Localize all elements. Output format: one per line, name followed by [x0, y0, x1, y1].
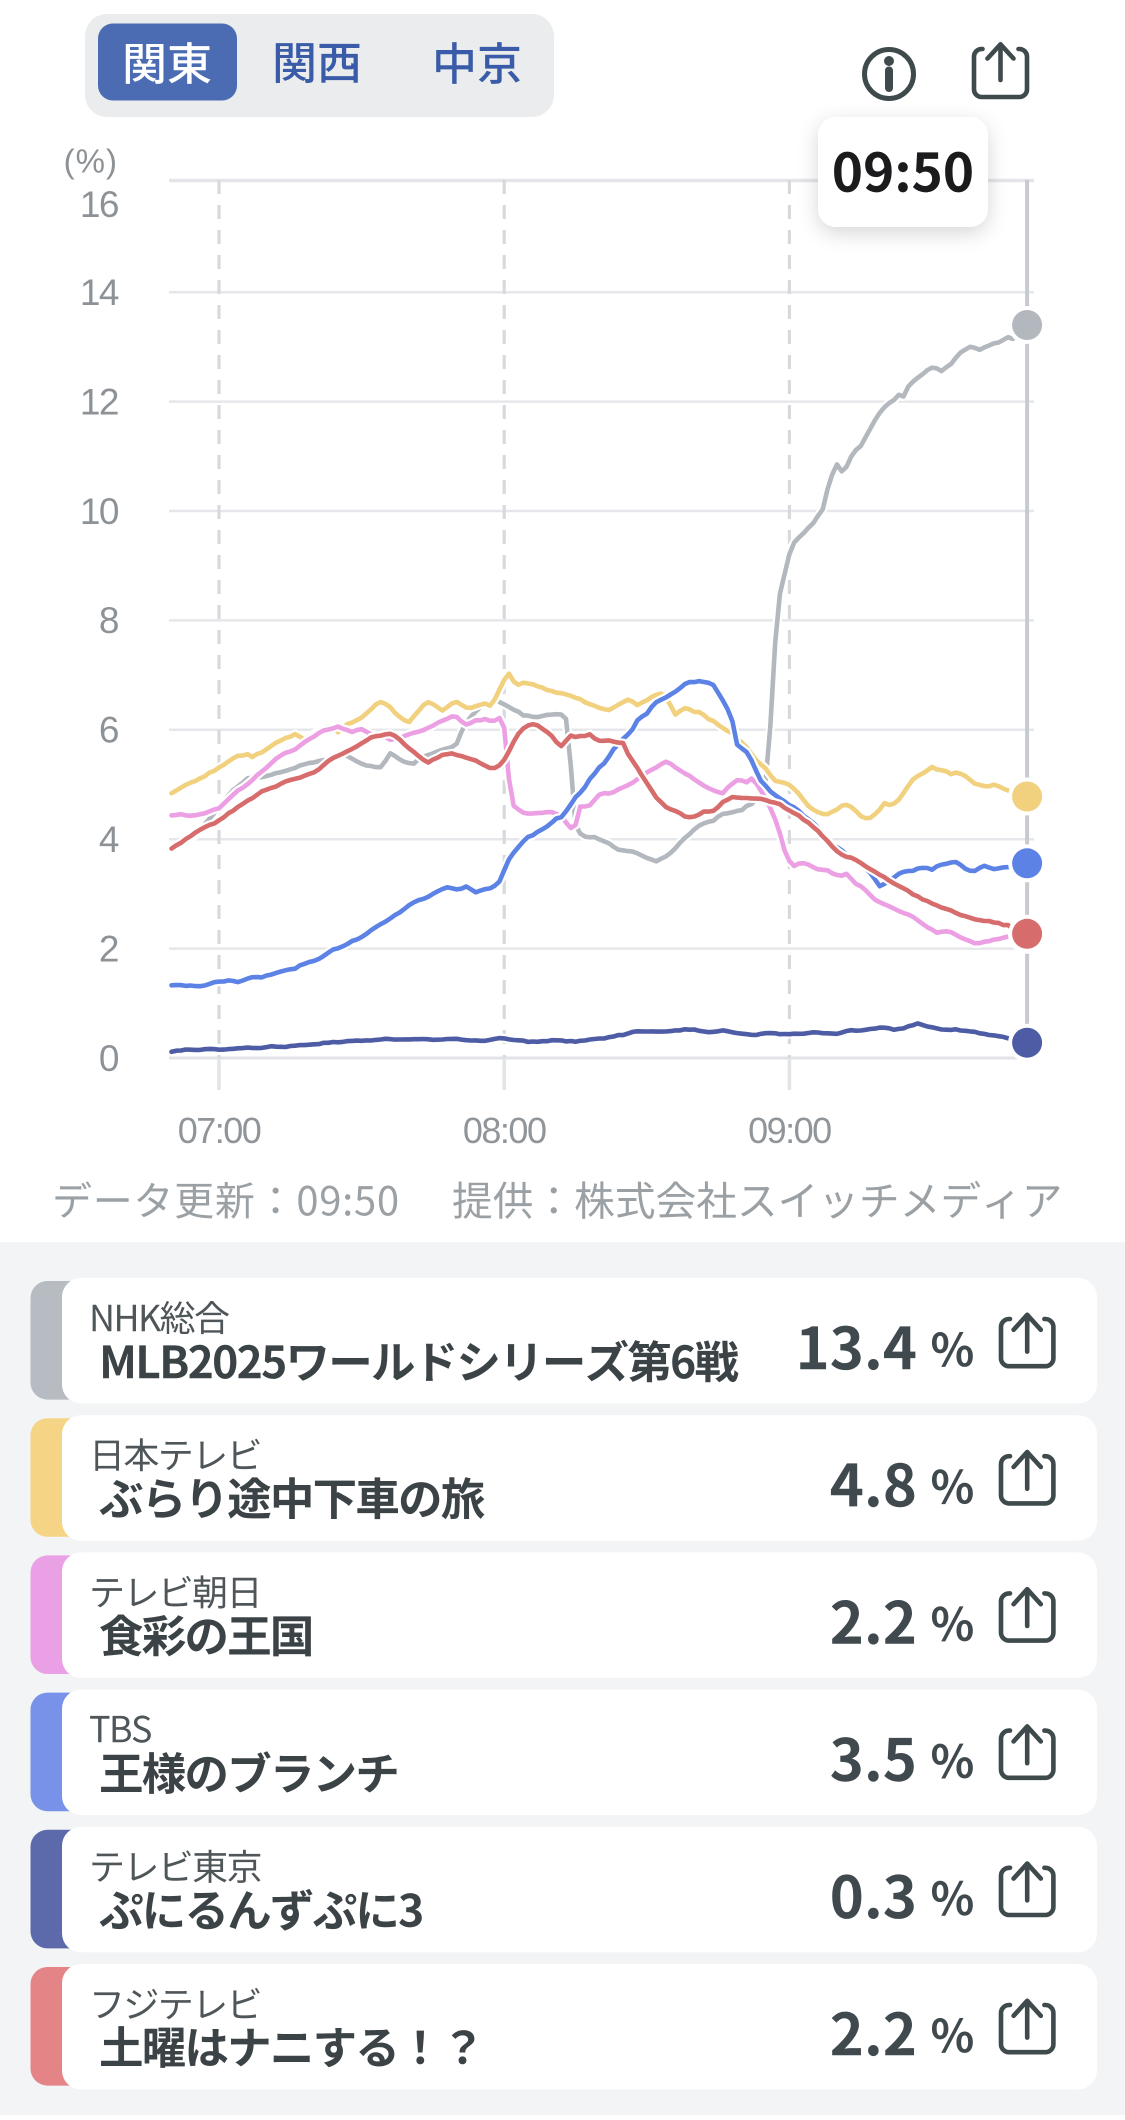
svg-text:07:00: 07:00	[178, 1110, 261, 1151]
svg-text:09:00: 09:00	[748, 1110, 831, 1151]
svg-text:8: 8	[99, 600, 118, 641]
svg-text:14: 14	[80, 272, 119, 313]
svg-text:4: 4	[99, 819, 119, 860]
svg-text:2: 2	[99, 928, 118, 969]
svg-text:6: 6	[99, 710, 118, 751]
svg-text:08:00: 08:00	[463, 1110, 546, 1151]
svg-text:16: 16	[80, 184, 118, 225]
svg-text:12: 12	[80, 381, 118, 422]
svg-text:(%): (%)	[64, 143, 118, 180]
svg-text:0: 0	[99, 1038, 119, 1079]
svg-text:10: 10	[80, 491, 119, 532]
